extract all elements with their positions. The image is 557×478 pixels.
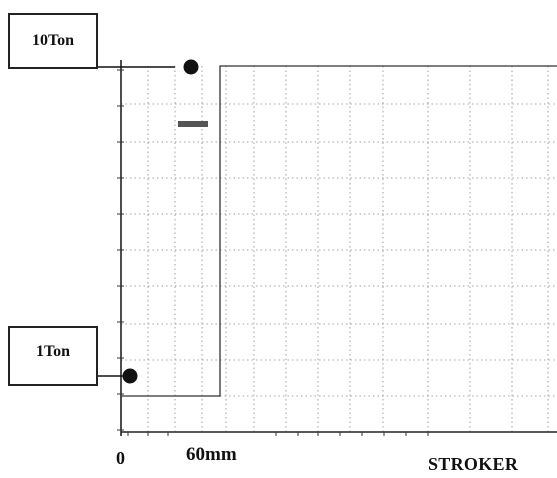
marker-10ton <box>183 59 199 75</box>
stroke-mark-label: 60mm <box>186 444 237 465</box>
chart-ticks <box>117 60 557 436</box>
upper-load-label-box: 10Ton <box>8 13 98 69</box>
upper-load-label: 10Ton <box>31 32 75 49</box>
stamp-mark <box>178 121 208 127</box>
lower-load-label: 1Ton <box>35 343 71 360</box>
load-trace-line <box>120 65 557 432</box>
marker-1ton <box>122 368 138 384</box>
chart-grid <box>121 66 557 432</box>
x-axis-title: STROKER <box>428 454 519 474</box>
lower-load-label-box: 1Ton <box>8 326 98 386</box>
chart-markers <box>122 59 199 384</box>
chart-trace <box>120 65 557 432</box>
origin-label: 0 <box>116 448 125 468</box>
